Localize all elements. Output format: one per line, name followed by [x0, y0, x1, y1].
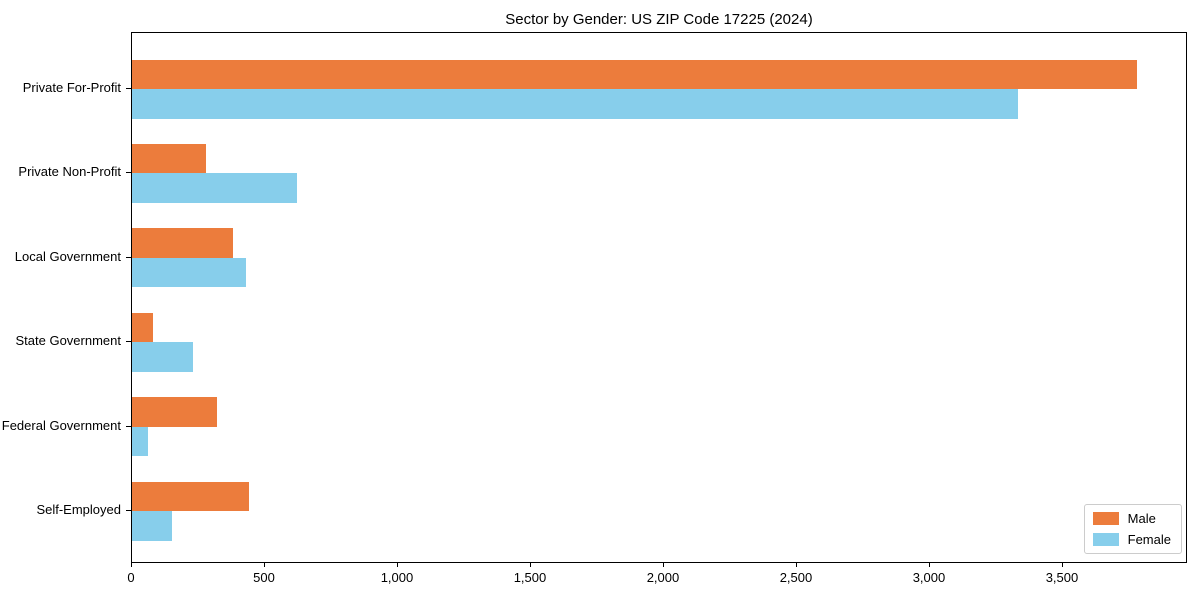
- bar-male-2: [132, 143, 207, 174]
- plot-area: Male Female: [131, 32, 1187, 563]
- y-tick-mark: [126, 172, 131, 174]
- bar-female-1: [132, 89, 1018, 119]
- x-tick-mark: [263, 563, 265, 567]
- y-tick-mark: [126, 256, 131, 258]
- legend-item-male: Male: [1092, 511, 1171, 526]
- x-tick-mark: [928, 563, 930, 567]
- male-swatch-icon: [1092, 512, 1119, 525]
- y-tick-label: Private For-Profit: [22, 80, 121, 95]
- y-tick-label: Private Non-Profit: [18, 164, 121, 180]
- legend-label-female: Female: [1127, 532, 1171, 547]
- x-tick-label: 2,500: [779, 570, 813, 585]
- bar-female-3: [132, 257, 247, 288]
- bar-female-2: [132, 173, 297, 203]
- y-tick-mark: [126, 341, 131, 343]
- x-tick-label: 3,500: [1045, 570, 1079, 585]
- bar-male-3: [132, 228, 234, 258]
- chart-title: Sector by Gender: US ZIP Code 17225 (202…: [505, 11, 813, 28]
- y-tick-mark: [126, 88, 131, 89]
- x-tick-label: 2,000: [646, 570, 680, 585]
- y-tick-label: Self-Employed: [36, 502, 121, 517]
- bar-male-4: [132, 312, 154, 343]
- bar-female-5: [132, 426, 148, 457]
- bar-male-1: [132, 59, 1138, 89]
- y-tick-mark: [126, 510, 131, 511]
- y-tick-label: Local Government: [14, 248, 121, 264]
- x-tick-label: 1,500: [513, 570, 547, 585]
- bar-male-6: [132, 481, 250, 511]
- x-tick-label: 500: [253, 570, 275, 585]
- x-tick-label: 1,000: [380, 570, 414, 585]
- female-swatch-icon: [1092, 533, 1119, 546]
- y-tick-label: Federal Government: [1, 417, 121, 433]
- y-tick-label: State Government: [15, 333, 122, 349]
- bar-male-5: [132, 397, 218, 427]
- legend-label-male: Male: [1127, 511, 1156, 526]
- x-tick-mark: [131, 563, 132, 567]
- x-tick-label: 3,000: [912, 570, 946, 585]
- bar-female-6: [132, 511, 172, 541]
- x-tick-mark: [795, 563, 797, 567]
- x-tick-mark: [662, 563, 664, 567]
- legend-item-female: Female: [1092, 532, 1171, 547]
- x-tick-mark: [529, 563, 531, 567]
- x-tick-label: 0: [127, 570, 135, 585]
- bar-female-4: [132, 342, 194, 372]
- x-tick-mark: [1061, 563, 1063, 567]
- legend: Male Female: [1083, 504, 1182, 554]
- y-tick-mark: [126, 425, 131, 427]
- x-tick-mark: [396, 563, 398, 567]
